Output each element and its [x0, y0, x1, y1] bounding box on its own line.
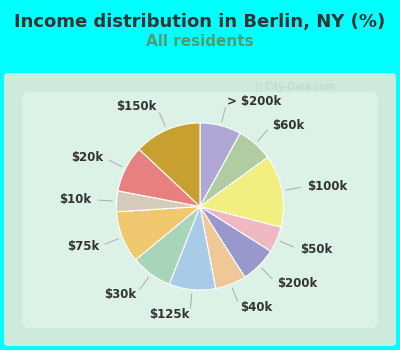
Text: $20k: $20k: [71, 151, 103, 164]
Text: $150k: $150k: [116, 100, 157, 113]
Wedge shape: [200, 123, 240, 206]
Text: $75k: $75k: [67, 240, 99, 253]
Text: $10k: $10k: [60, 193, 92, 206]
Wedge shape: [136, 206, 200, 284]
Wedge shape: [200, 206, 281, 251]
Wedge shape: [200, 158, 284, 227]
Text: $125k: $125k: [150, 308, 190, 321]
Text: Income distribution in Berlin, NY (%): Income distribution in Berlin, NY (%): [14, 13, 386, 31]
Wedge shape: [117, 206, 200, 260]
Wedge shape: [200, 206, 245, 288]
Wedge shape: [169, 206, 216, 290]
Wedge shape: [200, 133, 268, 206]
Wedge shape: [139, 123, 200, 206]
Text: All residents: All residents: [146, 34, 254, 49]
Text: $60k: $60k: [272, 119, 304, 132]
Text: ⓘ City-Data.com: ⓘ City-Data.com: [256, 82, 334, 92]
Text: $30k: $30k: [104, 288, 136, 301]
FancyBboxPatch shape: [22, 92, 378, 328]
Wedge shape: [116, 191, 200, 212]
Wedge shape: [200, 206, 270, 277]
Text: $40k: $40k: [240, 301, 272, 314]
Text: $100k: $100k: [307, 180, 347, 193]
FancyBboxPatch shape: [4, 73, 396, 346]
Text: $50k: $50k: [300, 243, 332, 256]
Wedge shape: [118, 149, 200, 206]
Text: > $200k: > $200k: [227, 95, 281, 108]
Text: $200k: $200k: [277, 277, 317, 290]
